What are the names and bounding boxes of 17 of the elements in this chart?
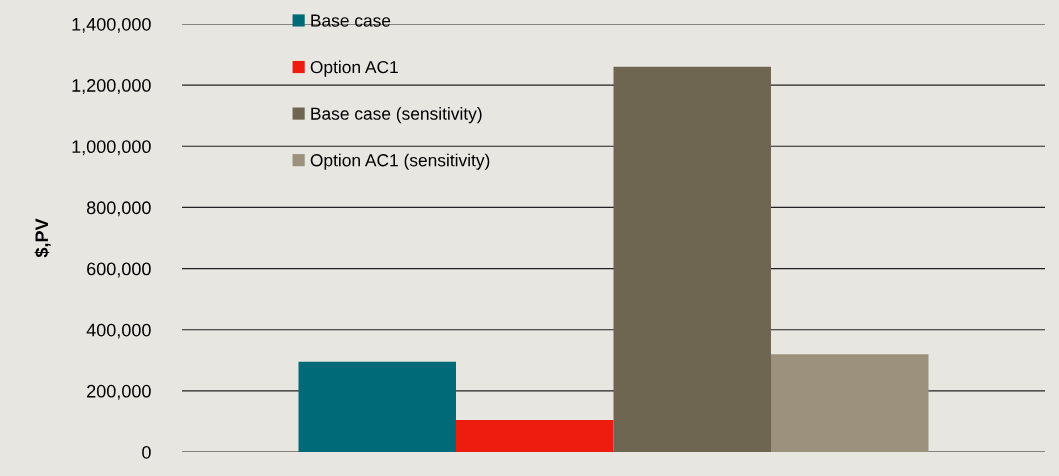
legend-label: Base case bbox=[311, 14, 391, 27]
y-tick-label: 600,000 bbox=[87, 262, 151, 278]
bar bbox=[771, 354, 929, 452]
legend-label: Base case (sensitivity) bbox=[311, 107, 482, 124]
legend-label: Option AC1 bbox=[310, 60, 398, 77]
y-tick-label: 1,400,000 bbox=[72, 17, 151, 33]
y-tick-label: 1,000,000 bbox=[72, 140, 151, 156]
y-tick-label: 400,000 bbox=[86, 323, 151, 339]
bar bbox=[456, 419, 614, 452]
bar bbox=[613, 66, 771, 452]
bar bbox=[298, 361, 456, 452]
y-tick-label: 1,200,000 bbox=[72, 79, 151, 94]
y-tick-label: 800,000 bbox=[86, 201, 151, 217]
legend-label: Option AC1 (sensitivity) bbox=[310, 153, 490, 170]
y-tick-label: 0 bbox=[142, 445, 151, 459]
y-axis-title: $,PV bbox=[34, 218, 51, 258]
y-tick-label: 200,000 bbox=[87, 384, 151, 400]
